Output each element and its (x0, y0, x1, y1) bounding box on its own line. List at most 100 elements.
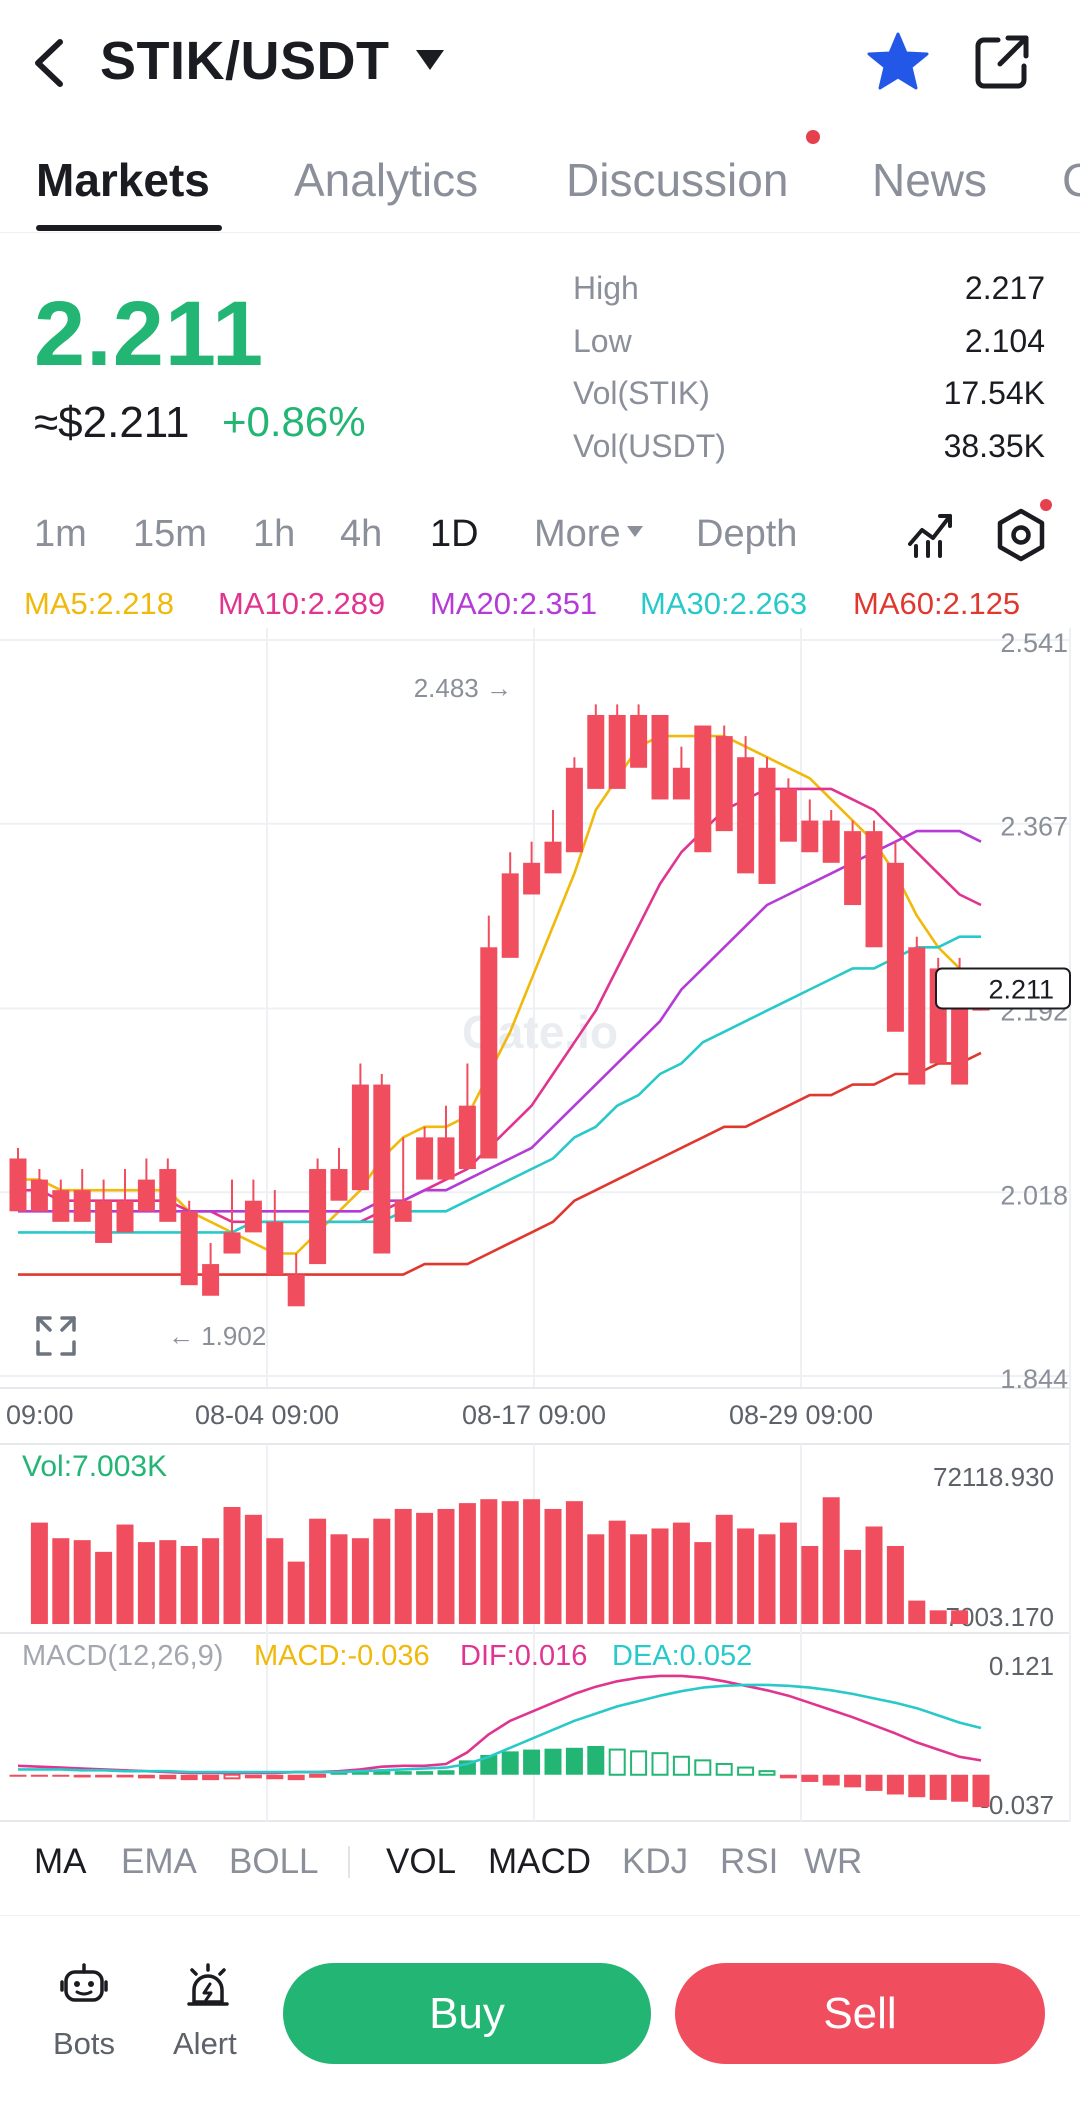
indicator-divider (348, 1846, 350, 1878)
candle (758, 767, 776, 884)
ma5-legend: MA5:2.218 (24, 586, 174, 621)
interval-15m[interactable]: 15m (133, 513, 207, 555)
price-tick-label: 2.541 (1000, 628, 1068, 658)
time-tick-label: 08-04 09:00 (195, 1400, 339, 1430)
candle (908, 947, 926, 1085)
macd-hist-bar (779, 1774, 797, 1779)
macd-hist-bar (394, 1771, 412, 1775)
volume-bar (416, 1512, 434, 1624)
interval-depth[interactable]: Depth (696, 513, 798, 555)
interval-more-label: More (534, 513, 621, 555)
interval-1m[interactable]: 1m (34, 513, 87, 555)
ma20-legend: MA20:2.351 (430, 586, 598, 621)
volume-bar (202, 1538, 220, 1624)
macd-hist-bar (758, 1770, 776, 1776)
volume-bar (52, 1538, 70, 1624)
candle (587, 714, 605, 789)
tab-more[interactable]: C (1062, 154, 1080, 206)
stat-low-label: Low (573, 323, 632, 359)
indicator-ma[interactable]: MA (34, 1842, 87, 1881)
interval-1h[interactable]: 1h (253, 513, 296, 555)
dea-line (18, 1683, 982, 1774)
price-change: +0.86% (222, 398, 366, 445)
pair-title[interactable]: STIK/USDT (100, 31, 390, 91)
volume-bar (95, 1551, 113, 1624)
robot-icon[interactable] (60, 1962, 108, 2010)
volume-bar (501, 1501, 519, 1624)
share-icon[interactable] (972, 32, 1032, 92)
volume-bar (822, 1497, 840, 1624)
gear-icon[interactable] (994, 508, 1048, 562)
stat-high-label: High (573, 270, 639, 306)
interval-4h[interactable]: 4h (340, 513, 383, 555)
ma30-legend: MA30:2.263 (640, 586, 808, 621)
interval-1d[interactable]: 1D (430, 513, 479, 555)
macd-hist-bar (244, 1774, 262, 1779)
caret-down-icon[interactable] (416, 50, 444, 70)
indicator-vol[interactable]: VOL (386, 1842, 457, 1881)
alert-label[interactable]: Alert (173, 2026, 237, 2061)
last-price: 2.211 (34, 283, 265, 385)
sell-button[interactable]: Sell (675, 1963, 1045, 2064)
candle (73, 1190, 91, 1222)
volume-bar (351, 1538, 369, 1624)
macd-hist-bar (137, 1774, 155, 1779)
macd-hist-bar (9, 1774, 27, 1777)
tab-analytics[interactable]: Analytics (294, 154, 479, 206)
volume-bar (394, 1508, 412, 1624)
macd-hist-bar (73, 1774, 91, 1778)
macd-hist-bar (501, 1751, 519, 1775)
volume-bar (480, 1499, 498, 1624)
macd-title: MACD(12,26,9) (22, 1640, 223, 1672)
macd-hist-bar (159, 1774, 177, 1780)
stat-high-value: 2.217 (964, 270, 1045, 306)
macd-hist-bar (223, 1773, 241, 1780)
chart-indicator-icon[interactable] (906, 508, 956, 558)
candle (630, 714, 648, 768)
indicator-wr[interactable]: WR (804, 1842, 863, 1881)
volume-bar (116, 1524, 134, 1624)
tab-discussion[interactable]: Discussion (566, 154, 789, 206)
macd-hist-bar (437, 1770, 455, 1775)
tab-bar: Markets Analytics Discussion News C (0, 125, 1080, 233)
time-tick-label: 08-17 09:00 (462, 1400, 606, 1430)
bots-label[interactable]: Bots (53, 2026, 116, 2061)
candles (9, 704, 990, 1307)
stat-vol-base-value: 17.54K (943, 375, 1045, 411)
indicator-kdj[interactable]: KDJ (622, 1842, 689, 1881)
current-price-box (935, 967, 1071, 1010)
buy-button[interactable]: Buy (283, 1963, 651, 2064)
indicator-boll[interactable]: BOLL (229, 1842, 319, 1881)
candle (52, 1190, 70, 1222)
star-icon[interactable] (866, 30, 930, 94)
macd-hist-bar (844, 1774, 862, 1788)
indicator-rsi[interactable]: RSI (720, 1842, 779, 1881)
volume-bar (330, 1534, 348, 1624)
macd-hist-bar (373, 1771, 391, 1775)
candle (523, 862, 541, 895)
price-tick-label: 2.367 (1000, 812, 1068, 842)
interval-more[interactable]: More (534, 513, 643, 556)
macd-hist-bar (287, 1774, 305, 1781)
indicator-ema[interactable]: EMA (121, 1842, 197, 1881)
macd-min-label: -0.037 (980, 1790, 1054, 1820)
indicator-macd[interactable]: MACD (488, 1842, 592, 1881)
tab-news[interactable]: News (872, 154, 988, 206)
alarm-icon[interactable] (184, 1962, 232, 2010)
candle (9, 1158, 27, 1212)
candle (202, 1264, 220, 1296)
chevron-left-icon[interactable] (28, 36, 72, 90)
tab-markets[interactable]: Markets (36, 154, 210, 206)
candle (159, 1169, 177, 1222)
candle (865, 831, 883, 948)
expand-icon[interactable] (34, 1314, 78, 1358)
macd-hist-bar (565, 1747, 583, 1775)
ma10-line (18, 787, 982, 1224)
volume-bar (608, 1520, 626, 1624)
macd-hist-bar (608, 1748, 626, 1776)
macd-hist-bar (694, 1759, 712, 1776)
candle (694, 725, 712, 853)
macd-legend-item: MACD:-0.036 (254, 1640, 430, 1672)
